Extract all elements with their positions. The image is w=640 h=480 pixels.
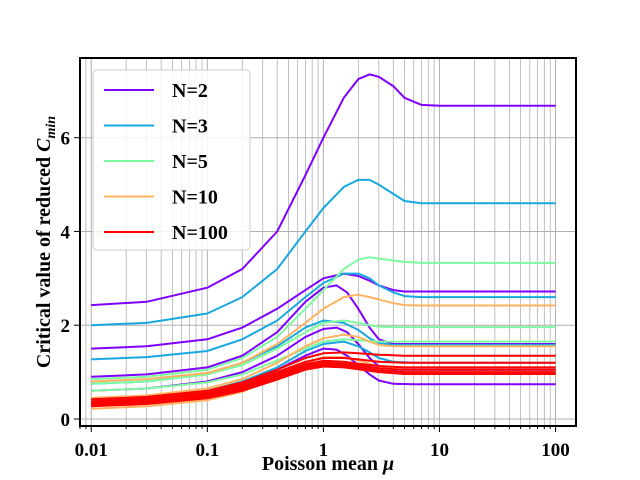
x-axis-label-text: Poisson mean	[262, 453, 383, 475]
series-line-n3-2	[91, 272, 556, 361]
legend-label: N=100	[172, 222, 228, 244]
x-axis-label: Poisson mean μ	[262, 453, 394, 475]
legend: N=2 N=3 N=5 N=10 N=100	[92, 69, 251, 251]
series-group	[91, 73, 556, 410]
x-tick-label: 100	[541, 440, 570, 461]
plot-frame	[79, 57, 577, 427]
x-tick-label: 1	[319, 440, 329, 461]
x-tick-label: 0.01	[75, 440, 108, 461]
y-tick-label: 0	[61, 410, 71, 431]
legend-label: N=5	[172, 151, 208, 173]
x-tick-label: 10	[430, 440, 449, 461]
x-axis-label-math: μ	[382, 453, 394, 475]
series-line-n100-3	[91, 359, 556, 404]
legend-box	[92, 69, 251, 251]
y-axis-label-sub: min	[44, 116, 59, 139]
series-line-n5-1	[91, 256, 556, 381]
series-line-n3-1	[91, 178, 556, 327]
series-line-n5-2	[91, 319, 556, 385]
series-line-n100-4	[91, 361, 556, 405]
series-line-n10-1	[91, 293, 556, 383]
series-line-n100-2	[91, 357, 556, 403]
legend-label: N=10	[172, 187, 218, 209]
series-line-n5-3	[91, 338, 556, 392]
y-tick-label: 6	[61, 129, 71, 150]
legend-label: N=3	[172, 116, 208, 138]
series-line-n100-5	[91, 363, 556, 406]
series-line-n100-6	[91, 365, 556, 408]
axis-ticks: 0.01 0.1 1 10 100 0 2 4 6	[61, 129, 570, 461]
series-line-n2-1	[91, 73, 556, 307]
x-tick-label: 0.1	[195, 440, 219, 461]
y-tick-label: 4	[61, 222, 71, 243]
y-axis-label-text: Critical value of reduced	[33, 152, 55, 368]
y-axis-label: Critical value of reduced Cmin	[33, 116, 59, 368]
legend-label: N=2	[172, 80, 208, 102]
series-line-n2-2	[91, 272, 556, 350]
y-tick-label: 2	[61, 316, 71, 337]
series-line-n10-2	[91, 333, 556, 399]
y-axis-label-math: C	[33, 138, 55, 152]
series-line-n100-1	[91, 351, 556, 401]
